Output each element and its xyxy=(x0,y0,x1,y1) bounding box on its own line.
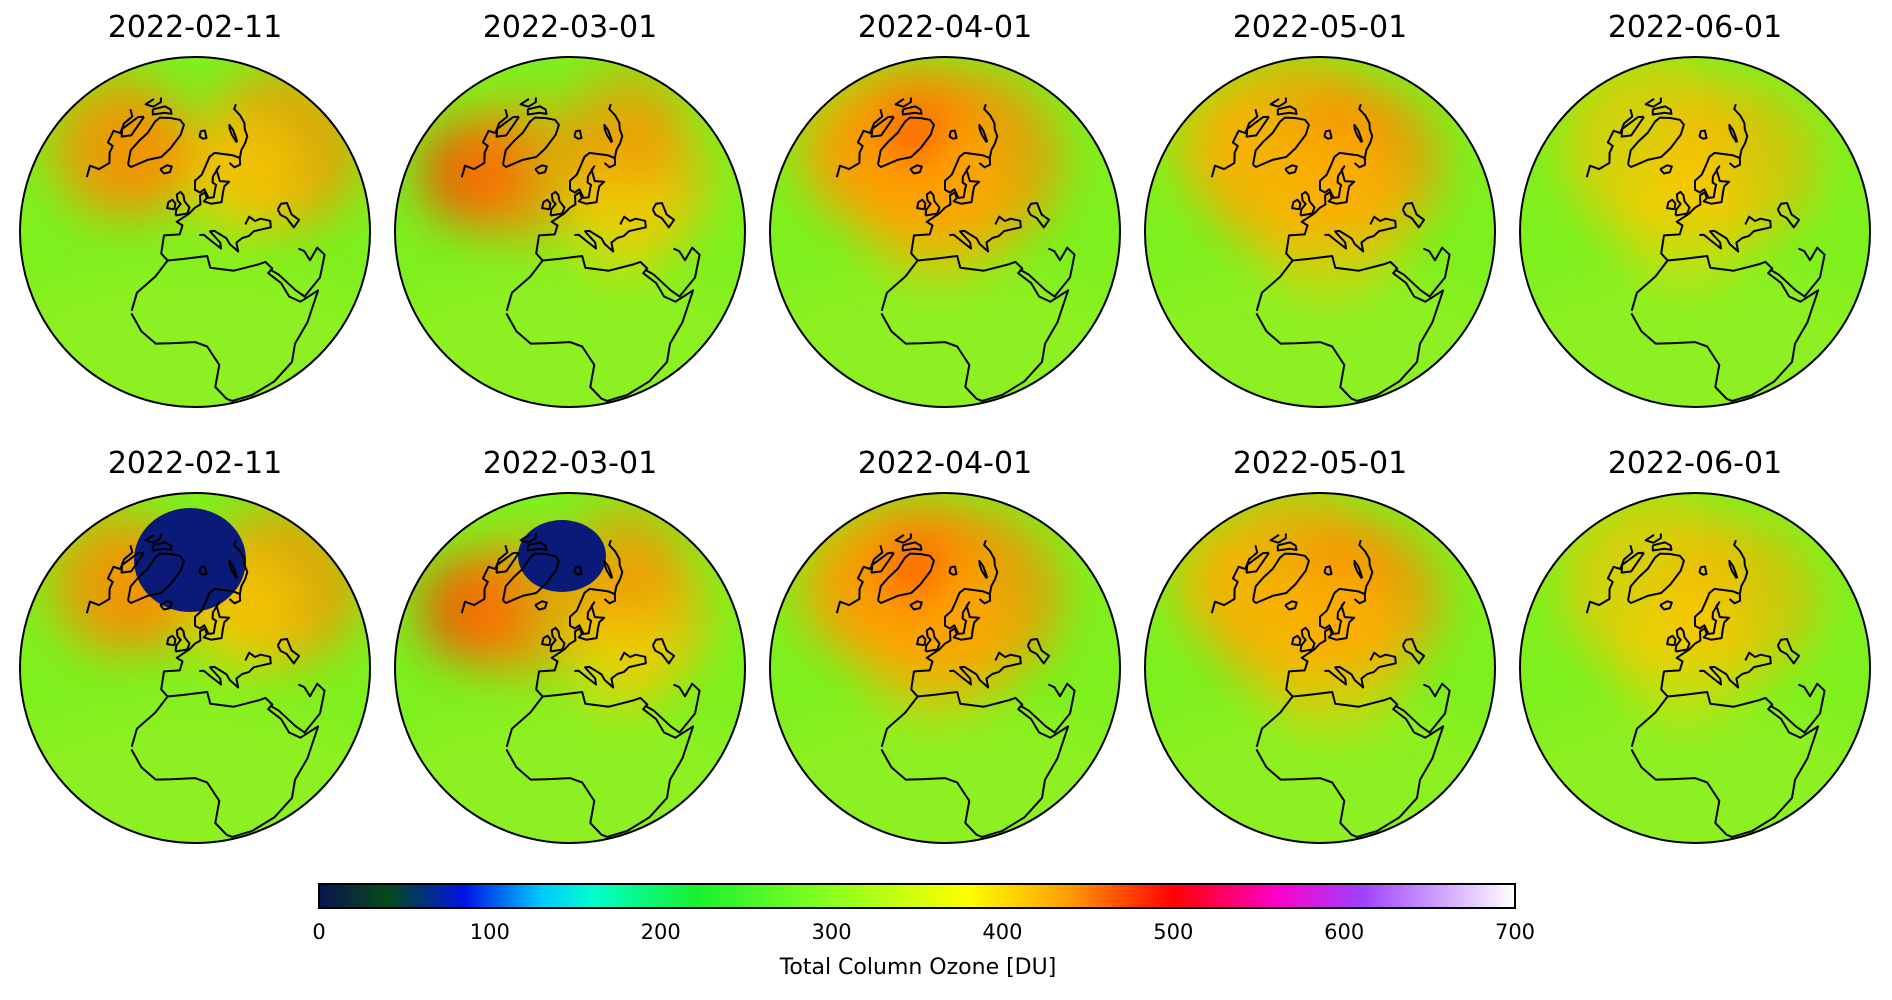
panel-title-r2-4: 2022-05-01 xyxy=(1232,446,1408,481)
coastlines xyxy=(835,97,1076,402)
panel-title-r2-3: 2022-04-01 xyxy=(857,446,1033,481)
panel-title-r2-2: 2022-03-01 xyxy=(482,446,658,481)
ozone-field xyxy=(421,502,711,715)
globe-map-r1-5 xyxy=(1519,56,1871,408)
colorbar-tick-label-100: 100 xyxy=(469,920,510,944)
globe-outline xyxy=(394,56,746,408)
colorbar-tick-label-0: 0 xyxy=(312,920,326,944)
coastlines xyxy=(1585,533,1826,838)
coastlines xyxy=(835,533,1076,838)
ozone-hole xyxy=(518,520,606,592)
globe-map-r2-4 xyxy=(1144,492,1496,844)
globe-outline xyxy=(769,492,1121,844)
colorbar-tick-label-200: 200 xyxy=(640,920,681,944)
coastlines xyxy=(1210,533,1451,838)
panel-title-r1-4: 2022-05-01 xyxy=(1232,10,1408,45)
colorbar-tick-label-600: 600 xyxy=(1324,920,1365,944)
globe-map-r2-3 xyxy=(769,492,1121,844)
ozone-hole xyxy=(134,508,246,612)
panel-title-r2-5: 2022-06-01 xyxy=(1607,446,1783,481)
colorbar-tick-label-500: 500 xyxy=(1153,920,1194,944)
globe-map-r1-1 xyxy=(19,56,371,408)
ozone-field xyxy=(421,66,711,279)
colorbar-label: Total Column Ozone [DU] xyxy=(779,955,1057,980)
panel-title-r1-3: 2022-04-01 xyxy=(857,10,1033,45)
globe-outline xyxy=(769,56,1121,408)
coastlines xyxy=(460,533,701,838)
coastlines xyxy=(1585,97,1826,402)
globe-outline xyxy=(1519,56,1871,408)
colorbar-tick-label-400: 400 xyxy=(982,920,1023,944)
coastlines xyxy=(1210,97,1451,402)
globe-map-r2-5 xyxy=(1519,492,1871,844)
coastlines xyxy=(460,97,701,402)
globe-outline xyxy=(1519,492,1871,844)
globe-outline xyxy=(19,492,371,844)
coastlines xyxy=(85,533,326,838)
panel-title-r1-5: 2022-06-01 xyxy=(1607,10,1783,45)
globe-map-r1-3 xyxy=(769,56,1121,408)
colorbar-tick-label-300: 300 xyxy=(811,920,852,944)
colorbar-tick-label-700: 700 xyxy=(1494,920,1536,944)
globe-outline xyxy=(1144,56,1496,408)
globe-outline xyxy=(1144,492,1496,844)
ozone-field xyxy=(1170,493,1443,733)
globe-outline xyxy=(394,492,746,844)
coastlines xyxy=(85,97,326,402)
globe-outline xyxy=(19,56,371,408)
colorbar xyxy=(318,883,1516,909)
globe-map-r1-4 xyxy=(1144,56,1496,408)
globe-map-r2-2 xyxy=(394,492,746,844)
panel-title-r1-2: 2022-03-01 xyxy=(482,10,658,45)
panel-title-r2-1: 2022-02-11 xyxy=(107,446,283,481)
globe-map-r1-2 xyxy=(394,56,746,408)
globe-map-r2-1 xyxy=(19,492,371,844)
panel-title-r1-1: 2022-02-11 xyxy=(107,10,283,45)
